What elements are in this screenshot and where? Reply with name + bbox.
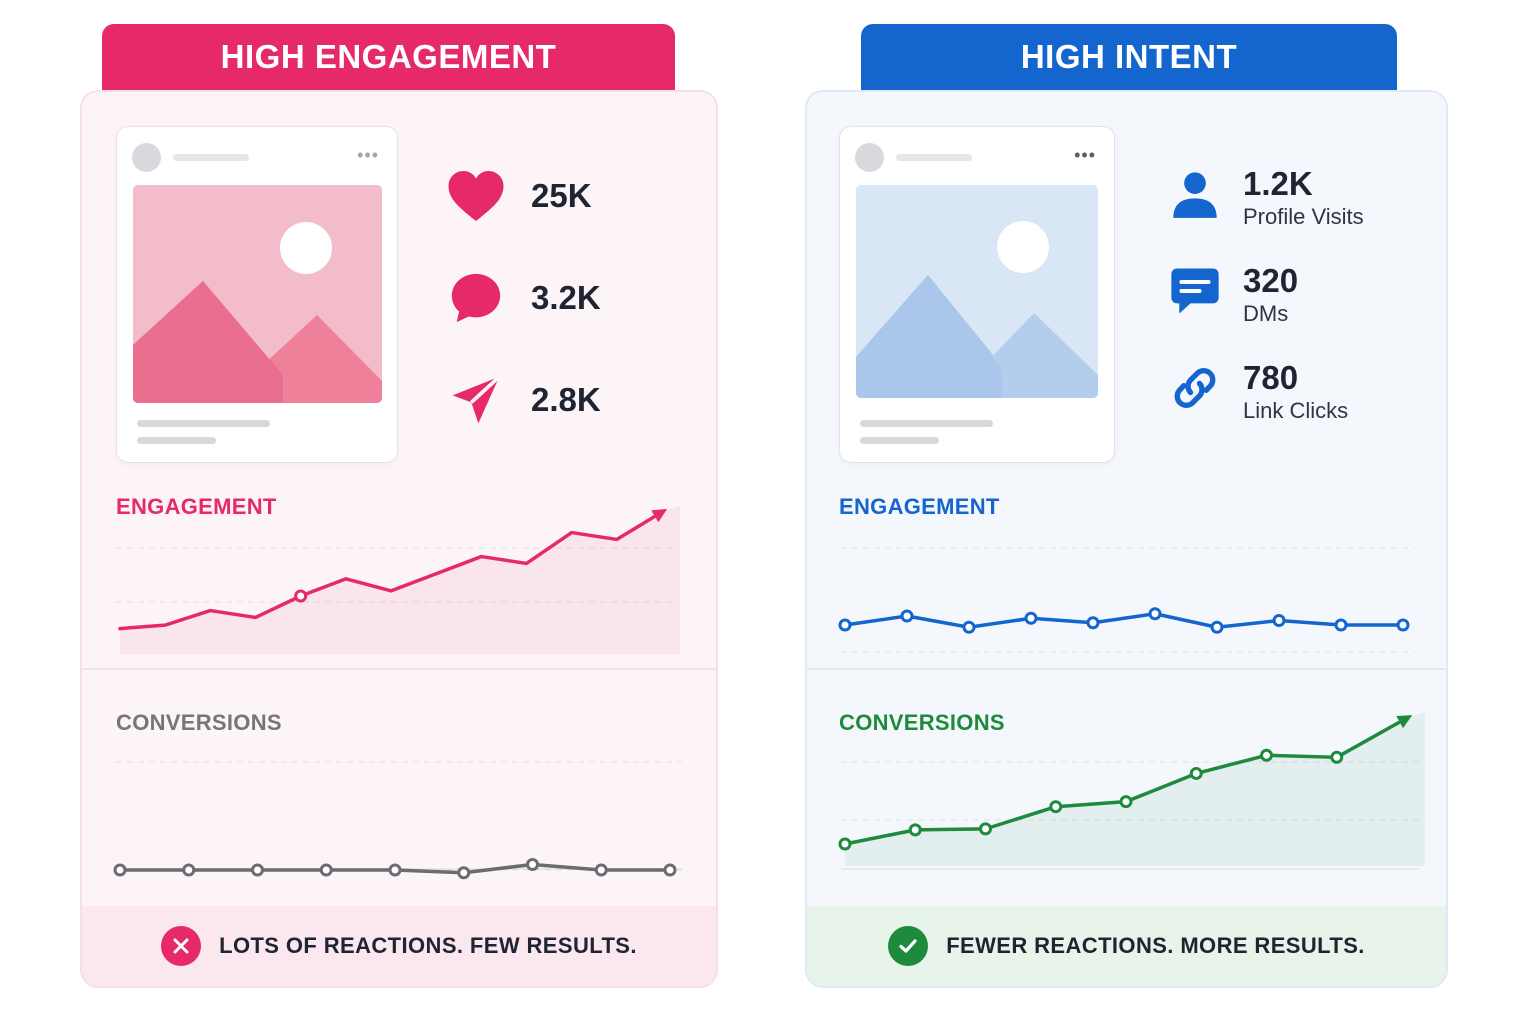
dms-count: 320: [1243, 262, 1299, 299]
right-conversions-chart: [838, 712, 1425, 870]
data-point: [1086, 616, 1100, 630]
engagement-title: ENGAGEMENT: [839, 494, 1000, 519]
panel-title: HIGH INTENT: [861, 24, 1397, 90]
divider: [82, 668, 716, 670]
data-point: [1189, 766, 1203, 780]
comments-count: 3.2K: [531, 279, 601, 316]
profile-visits-label: Profile Visits: [1243, 204, 1364, 229]
likes-stat: 25K: [446, 166, 592, 226]
footer-text: FEWER REACTIONS. MORE RESULTS.: [946, 933, 1365, 958]
more-icon: •••: [357, 145, 379, 165]
avatar: [132, 143, 161, 172]
data-point: [908, 823, 922, 837]
footer-message: LOTS OF REACTIONS. FEW RESULTS.: [82, 906, 716, 986]
data-point: [838, 618, 852, 632]
high-intent-panel: HIGH INTENT ••• 1.2K: [805, 24, 1448, 988]
username-placeholder: [173, 154, 249, 161]
heart-icon: [446, 166, 506, 226]
right-engagement-chart: [838, 547, 1415, 653]
left-charts: [113, 506, 682, 880]
dms-stat: 320 DMs: [1167, 263, 1298, 327]
image-placeholder-icon: [133, 185, 382, 403]
username-placeholder: [896, 154, 972, 161]
panel-title: HIGH ENGAGEMENT: [102, 24, 675, 90]
data-point: [900, 609, 914, 623]
trend-arrow: [1396, 715, 1413, 729]
series-line: [843, 612, 1405, 629]
trend-arrow: [651, 508, 668, 523]
series-line: [118, 510, 664, 631]
data-point: [1330, 750, 1344, 764]
post-preview: •••: [839, 126, 1115, 463]
user-icon: [1167, 166, 1223, 222]
data-point: [388, 863, 402, 877]
caption-line: [860, 420, 993, 427]
conversions-title: CONVERSIONS: [116, 710, 282, 735]
dms-label: DMs: [1243, 301, 1289, 326]
data-point: [979, 822, 992, 836]
divider: [807, 668, 1446, 670]
profile-visits-stat: 1.2K Profile Visits: [1167, 166, 1364, 230]
data-point: [1396, 618, 1410, 632]
data-point: [1024, 611, 1038, 625]
data-point: [113, 863, 127, 877]
avatar: [855, 143, 884, 172]
data-point: [251, 863, 264, 877]
left-conversions-chart: [113, 761, 682, 880]
left-engagement-chart: [116, 506, 680, 654]
panel-card: ••• 1.2K Profile Visits: [805, 90, 1448, 988]
data-point: [1272, 614, 1286, 627]
check-icon: [888, 926, 929, 966]
data-point: [182, 863, 196, 877]
footer-text: LOTS OF REACTIONS. FEW RESULTS.: [219, 933, 637, 958]
data-point: [319, 863, 333, 877]
area-fill: [120, 506, 680, 654]
link-clicks-count: 780: [1243, 359, 1299, 396]
data-point: [1260, 748, 1273, 762]
data-point: [1148, 607, 1162, 621]
caption-line: [137, 437, 216, 444]
area-fill: [845, 712, 1425, 866]
more-icon: •••: [1074, 145, 1096, 165]
conversions-title: CONVERSIONS: [839, 710, 1005, 735]
x-icon: [161, 926, 202, 966]
footer-message: FEWER REACTIONS. MORE RESULTS.: [807, 906, 1446, 986]
data-point: [1049, 800, 1063, 814]
data-point: [1210, 620, 1224, 634]
right-charts: [838, 547, 1425, 870]
data-point: [526, 858, 539, 871]
data-point: [1334, 618, 1348, 632]
comment-icon: [446, 268, 506, 328]
send-icon: [446, 370, 506, 430]
image-placeholder-icon: [856, 185, 1098, 398]
caption-line: [137, 420, 270, 427]
data-point: [594, 863, 608, 877]
shares-count: 2.8K: [531, 381, 601, 418]
profile-visits-count: 1.2K: [1243, 165, 1313, 202]
message-icon: [1167, 263, 1223, 319]
post-preview: •••: [116, 126, 398, 463]
data-point: [1119, 795, 1133, 809]
link-clicks-label: Link Clicks: [1243, 398, 1349, 423]
comments-stat: 3.2K: [446, 268, 601, 328]
data-point: [962, 620, 976, 634]
link-clicks-stat: 780 Link Clicks: [1167, 360, 1348, 424]
data-point: [838, 837, 852, 851]
engagement-title: ENGAGEMENT: [116, 494, 277, 519]
link-icon: [1167, 360, 1223, 416]
caption-line: [860, 437, 939, 444]
likes-count: 25K: [531, 177, 592, 214]
data-point: [457, 866, 471, 880]
shares-stat: 2.8K: [446, 370, 601, 430]
panel-card: ••• 25K 3.2K: [80, 90, 718, 988]
data-point: [294, 589, 308, 603]
data-point: [663, 863, 677, 877]
high-engagement-panel: HIGH ENGAGEMENT ••• 25K: [80, 24, 718, 988]
